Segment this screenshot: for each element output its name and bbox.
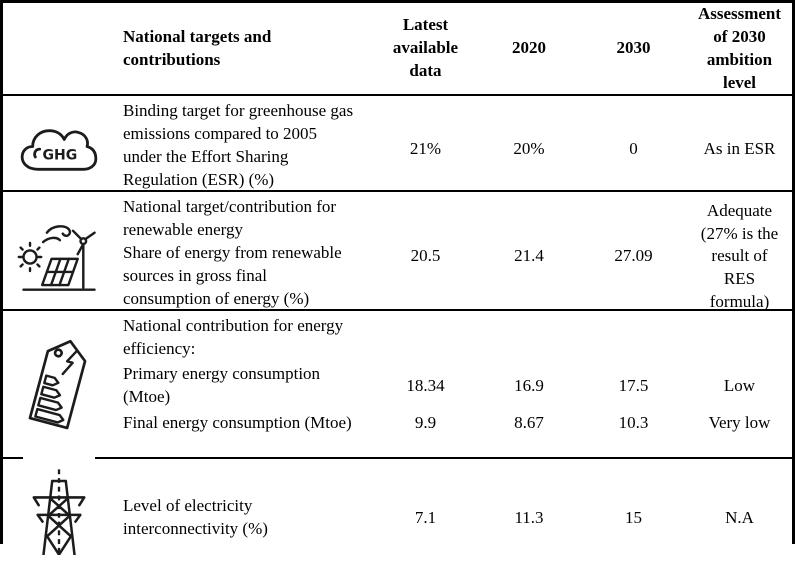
table-row-interconnectivity: Level of electricity interconnectivity (…	[3, 443, 792, 578]
row-efficiency-primary-label: Primary energy consumption (Mtoe)	[123, 364, 321, 406]
row-renewables-label: National target/contribution for renewab…	[123, 197, 342, 308]
row-ghg-assessment: As in ESR	[703, 139, 776, 159]
row-interconnectivity-assessment: N.A	[725, 507, 754, 527]
row-renewables-assessment: Adequate (27% is the result of RES formu…	[700, 200, 779, 312]
row-ghg-latest: 21%	[409, 139, 442, 159]
row-efficiency-final-2030: 10.3	[618, 413, 649, 432]
row-efficiency-final-latest: 9.9	[414, 413, 437, 432]
row-interconnectivity-latest: 7.1	[414, 507, 437, 527]
row-renewables-latest: 20.5	[410, 246, 441, 266]
renewable-energy-icon	[16, 192, 102, 322]
table-header-row: National targets and contributions Lates…	[3, 3, 792, 94]
row-efficiency-primary-2030: 17.5	[618, 375, 649, 395]
header-icon-spacer	[3, 3, 115, 95]
row-interconnectivity-2030: 15	[625, 507, 642, 527]
header-2030: 2030	[616, 38, 651, 58]
table-row-efficiency: National contribution for energy efficie…	[3, 309, 792, 457]
table-row-ghg: GHG Binding target for greenhouse gas em…	[3, 94, 792, 190]
row-interconnectivity-2020: 11.3	[514, 507, 544, 527]
row-ghg-label: Binding target for greenhouse gas emissi…	[123, 101, 354, 189]
row-efficiency-heading: National contribution for energy efficie…	[123, 316, 344, 358]
header-2020: 2020	[512, 38, 546, 58]
renewables-icon-cell	[3, 192, 115, 322]
pylon-icon-cell	[3, 443, 115, 578]
ghg-cloud-icon: GHG	[16, 96, 102, 204]
row-interconnectivity-label: Level of electricity interconnectivity (…	[123, 496, 268, 539]
row-renewables-2030: 27.09	[614, 246, 653, 266]
table-row-renewables: National target/contribution for renewab…	[3, 190, 792, 311]
row-ghg-2020: 20%	[513, 139, 545, 159]
header-national-targets: National targets and contributions	[123, 26, 272, 69]
electricity-pylon-icon	[23, 443, 95, 578]
row-efficiency-final-assessment: Very low	[708, 413, 771, 432]
row-renewables-2020: 21.4	[514, 246, 544, 266]
ghg-icon-cell: GHG	[3, 96, 115, 204]
national-targets-table: National targets and contributions Lates…	[0, 0, 795, 555]
row-efficiency-final-2020: 8.67	[514, 413, 544, 432]
row-efficiency-primary-latest: 18.34	[406, 375, 445, 395]
efficiency-icon-cell	[3, 311, 115, 457]
svg-text:GHG: GHG	[42, 148, 77, 164]
row-efficiency-primary-assessment: Low	[723, 375, 756, 395]
row-efficiency-primary-2020: 16.9	[514, 375, 544, 395]
row-ghg-2030: 0	[629, 139, 638, 159]
energy-efficiency-tag-icon	[18, 311, 100, 457]
header-latest-data: Latest available data	[392, 15, 459, 81]
header-assessment: Assessment of 2030 ambition level	[697, 4, 782, 92]
row-efficiency-final-label: Final energy consumption (Mtoe)	[123, 413, 352, 432]
